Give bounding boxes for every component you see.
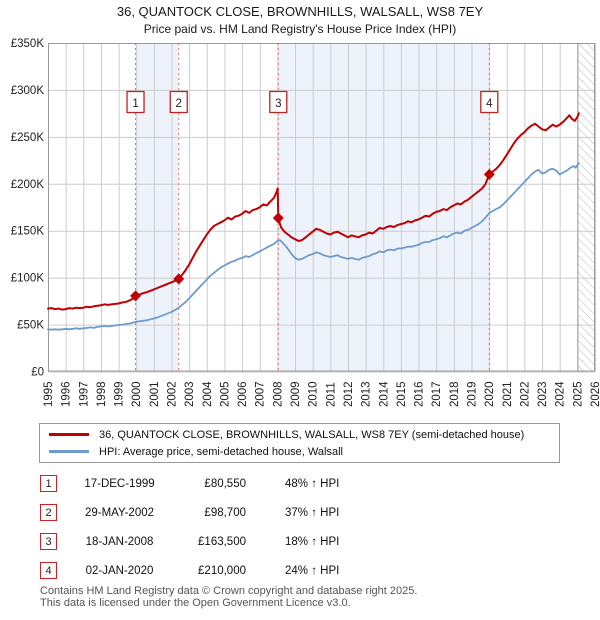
sale-row-1: 1 17-DEC-1999 £80,550 48% ↑ HPI (40, 469, 580, 498)
y-axis-label: £150K (11, 226, 45, 238)
sale-flag-number: 1 (132, 98, 138, 110)
legend-label: 36, QUANTOCK CLOSE, BROWNHILLS, WALSALL,… (99, 428, 525, 441)
price-history-chart: 1 2 3 4 £0 £50K £100K £150K £200K £250K £300K £350K… (11, 38, 600, 407)
y-axis-label: £0 (31, 367, 44, 379)
sale-flag-1 (126, 90, 145, 114)
sale-number-badge: 2 (40, 504, 57, 521)
footer: Contains HM Land Registry data © Crown c… (40, 585, 417, 609)
sale-vs-hpi: 48% ↑ HPI (285, 477, 340, 490)
y-axis-label: £250K (11, 132, 45, 144)
plot-border (48, 43, 595, 372)
sale-vs-hpi: 24% ↑ HPI (285, 564, 340, 577)
sale-price: £80,550 (204, 477, 246, 490)
footer-licence: This data is licensed under the Open Gov… (40, 597, 351, 609)
sale-row-4: 4 02-JAN-2020 £210,000 24% ↑ HPI (40, 556, 580, 585)
sale-date: 18-JAN-2008 (85, 535, 154, 548)
sale-flag-number: 2 (176, 98, 182, 110)
x-axis-label: 2010 (308, 381, 320, 407)
x-axis-label: 1996 (61, 381, 73, 407)
x-axis-label: 2024 (555, 381, 567, 407)
x-axis-label: 2025 (572, 381, 584, 407)
sale-price: £163,500 (198, 535, 246, 548)
legend-item-property: 36, QUANTOCK CLOSE, BROWNHILLS, WALSALL,… (40, 426, 559, 443)
sale-vs-hpi: 18% ↑ HPI (285, 535, 340, 548)
sale-number-badge: 1 (40, 475, 57, 492)
y-axis-label: £100K (11, 273, 45, 285)
sale-flag-number: 4 (486, 98, 493, 110)
y-axis-label: £200K (11, 179, 45, 191)
x-axis-label: 2015 (396, 381, 408, 407)
x-axis-label: 1998 (96, 381, 108, 407)
x-axis-label: 2020 (484, 381, 496, 407)
x-axis-label: 2005 (219, 381, 231, 407)
x-axis-label: 2011 (325, 382, 337, 407)
legend-item-hpi: HPI: Average price, semi-detached house,… (40, 443, 559, 460)
future-hatch-region (577, 43, 595, 372)
x-axis-label: 1997 (78, 381, 90, 407)
footer-copyright: Contains HM Land Registry data © Crown c… (40, 585, 418, 597)
sale-marker-1 (130, 290, 142, 302)
y-axis-label: £50K (17, 320, 44, 332)
x-axis-label: 2014 (378, 381, 390, 407)
x-axis-label: 2026 (590, 381, 600, 407)
sale-flag-number: 3 (275, 98, 281, 110)
sale-row-3: 3 18-JAN-2008 £163,500 18% ↑ HPI (40, 527, 580, 556)
legend: 36, QUANTOCK CLOSE, BROWNHILLS, WALSALL,… (39, 423, 560, 463)
x-axis-label: 2023 (537, 381, 549, 407)
sale-price: £210,000 (198, 564, 246, 577)
y-axis-label: £300K (11, 85, 45, 97)
legend-line-swatch (49, 450, 89, 453)
sale-date: 29-MAY-2002 (84, 506, 155, 519)
x-axis-label: 2004 (202, 381, 214, 407)
sale-price: £98,700 (204, 506, 246, 519)
legend-line-swatch (49, 433, 89, 436)
chart-title: 36, QUANTOCK CLOSE, BROWNHILLS, WALSALL,… (116, 4, 484, 19)
sale-date: 17-DEC-1999 (84, 477, 155, 490)
x-axis-label: 2000 (131, 381, 143, 407)
x-axis-label: 2016 (414, 381, 426, 407)
chart-subtitle: Price paid vs. HM Land Registry's House … (143, 22, 457, 36)
sale-number-badge: 3 (40, 533, 57, 550)
sale-date: 02-JAN-2020 (85, 564, 154, 577)
sale-flag-2 (169, 90, 188, 114)
sale-number-badge: 4 (40, 562, 57, 579)
x-axis-label: 2018 (449, 381, 461, 407)
x-axis-label: 2022 (519, 381, 531, 407)
legend-label: HPI: Average price, semi-detached house,… (99, 445, 343, 458)
x-axis-label: 2013 (361, 381, 373, 407)
x-axis-label: 2012 (343, 381, 355, 407)
sale-row-2: 2 29-MAY-2002 £98,700 37% ↑ HPI (40, 498, 580, 527)
sale-marker-3 (272, 212, 284, 224)
x-axis-label: 2002 (167, 381, 179, 407)
x-axis-label: 2008 (272, 381, 284, 407)
sale-flag-4 (480, 90, 499, 114)
hpi-line (47, 162, 580, 331)
x-axis-label: 2007 (255, 381, 267, 407)
x-axis-label: 2001 (149, 381, 161, 407)
x-axis-label: 1995 (43, 381, 55, 407)
sale-vs-hpi: 37% ↑ HPI (285, 506, 340, 519)
sale-marker-4 (483, 168, 495, 180)
sales-table: 1 17-DEC-1999 £80,550 48% ↑ HPI 2 29-MAY-2002… (40, 469, 580, 585)
sale-marker-2 (173, 273, 185, 285)
x-axis-label: 2006 (237, 381, 249, 407)
x-axis-label: 1999 (114, 381, 126, 407)
x-axis-label: 2019 (466, 381, 478, 407)
x-axis-label: 2017 (431, 381, 443, 407)
x-axis-label: 2003 (184, 381, 196, 407)
y-axis-label: £350K (11, 38, 45, 50)
x-axis-label: 2009 (290, 381, 302, 407)
x-axis-label: 2021 (502, 381, 514, 407)
sale-flag-3 (269, 90, 288, 114)
